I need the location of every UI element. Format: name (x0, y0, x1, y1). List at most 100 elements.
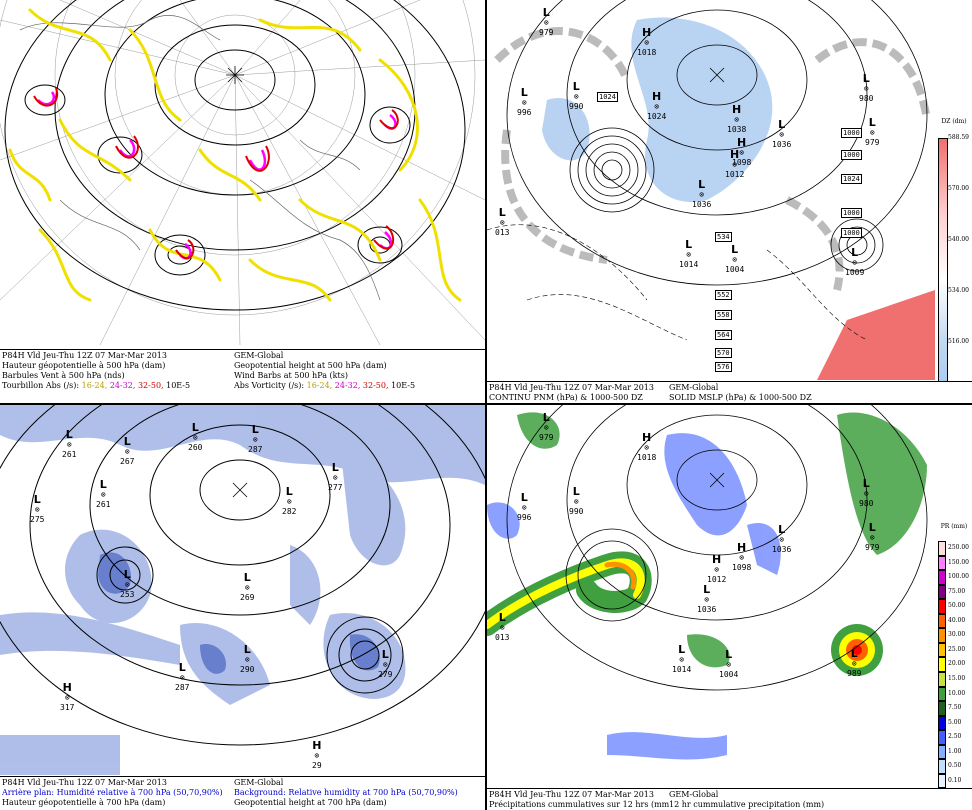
high-pressure-center: H ⊗ 1098 (732, 542, 751, 573)
colorbar-swatch (938, 570, 946, 585)
pressure-symbol: L (862, 72, 870, 85)
pressure-symbol: L (99, 478, 107, 491)
caption-valid-time: P84H Vld Jeu-Thu 12Z 07 Mar-Mar 2013 (2, 351, 167, 360)
pressure-symbol: L (33, 493, 41, 506)
horizontal-divider (0, 403, 972, 405)
pressure-symbol: H (652, 90, 662, 103)
high-pressure-center: H ⊗ 1098 (732, 137, 751, 168)
pressure-value: 979 (539, 28, 554, 37)
contour-label: 570 (715, 348, 732, 358)
caption-fr-humidity: Arrière plan: Humidité relative à 700 hP… (2, 788, 223, 797)
vort-range-1: 16-24, (81, 381, 108, 390)
center-marker-icon: ⊗ (573, 92, 579, 101)
pressure-symbol: L (243, 643, 251, 656)
pressure-value: 317 (60, 703, 75, 712)
pressure-symbol: L (123, 568, 131, 581)
contour-label: 1000 (841, 208, 862, 218)
center-marker-icon: ⊗ (863, 489, 869, 498)
contour-label: 1000 (841, 128, 862, 138)
colorbar-swatch (938, 672, 946, 687)
pressure-symbol: L (178, 661, 186, 674)
colorbar-label: 40.00 (948, 616, 966, 624)
pressure-symbol: L (251, 423, 259, 436)
humidity-map (0, 405, 485, 775)
colorbar-swatch (938, 686, 946, 702)
caption-valid-time: P84H Vld Jeu-Thu 12Z 07 Mar-Mar 2013 (489, 790, 654, 799)
caption-fr-vorticity: Tourbillon Abs (/s): (2, 381, 80, 390)
pressure-value: 261 (62, 450, 77, 459)
pressure-symbol: H (732, 103, 742, 116)
colorbar-swatch (938, 628, 946, 643)
panel-caption: P84H Vld Jeu-Thu 12Z 07 Mar-Mar 2013 GEM-… (0, 349, 485, 403)
vorticity-map (0, 0, 485, 346)
center-marker-icon: ⊗ (704, 595, 710, 604)
low-pressure-center: L ⊗ 1009 (845, 246, 864, 278)
center-marker-icon: ⊗ (314, 751, 320, 760)
colorbar-label: 5.00 (948, 718, 962, 726)
pressure-value: 1004 (719, 670, 739, 679)
caption-valid-time: P84H Vld Jeu-Thu 12Z 07 Mar-Mar 2013 (2, 778, 167, 787)
colorbar-title: DZ (dm) (941, 118, 967, 125)
center-marker-icon: ⊗ (521, 503, 527, 512)
low-pressure-center: L ⊗ 979 (539, 411, 553, 443)
colorbar-label: 7.50 (948, 704, 962, 712)
panel-precipitation: L ⊗ 979 H ⊗ 1018 L ⊗ 996 L ⊗ 990 L ⊗ 980 L ⊗ 979 L ⊗ 1036 H ⊗ 1… (487, 405, 972, 810)
caption-valid-time: P84H Vld Jeu-Thu 12Z 07 Mar-Mar 2013 (489, 383, 654, 392)
pressure-symbol: L (498, 611, 506, 624)
pressure-value: 1038 (727, 125, 747, 134)
center-marker-icon: ⊗ (644, 443, 650, 452)
low-pressure-center: L ⊗ 990 (569, 486, 583, 517)
colorbar-label: 1.00 (948, 747, 962, 755)
pressure-value: 1036 (772, 545, 792, 554)
caption-model: GEM-Global (234, 778, 284, 787)
center-marker-icon: ⊗ (573, 497, 579, 506)
low-pressure-center: L ⊗ 013 (495, 207, 509, 238)
low-pressure-center: L ⊗ 989 (847, 648, 861, 679)
high-pressure-center: H ⊗ 29 (312, 740, 322, 771)
center-marker-icon: ⊗ (739, 553, 745, 562)
colorbar-swatch (938, 759, 946, 774)
vertical-divider (485, 0, 487, 810)
low-pressure-center: L ⊗ 980 (859, 72, 873, 104)
contour-label: 534 (715, 232, 732, 242)
low-pressure-center: L ⊗ 290 (240, 643, 254, 675)
center-marker-icon: ⊗ (252, 435, 258, 444)
low-pressure-center: L ⊗ 979 (865, 116, 879, 148)
pressure-value: 277 (328, 483, 343, 492)
caption-en-field: 12 hr cummulative precipitation (mm) (669, 800, 825, 809)
low-pressure-center: L ⊗ 1036 (772, 524, 792, 555)
mslp-map (487, 0, 935, 380)
pressure-symbol: L (123, 435, 131, 448)
pressure-value: 275 (30, 515, 45, 524)
pressure-symbol: L (725, 648, 733, 661)
low-pressure-center: L ⊗ 277 (328, 462, 343, 493)
low-pressure-center: L ⊗ 1036 (772, 119, 791, 150)
center-marker-icon: ⊗ (863, 84, 869, 93)
caption-fr-field1: Hauteur géopotentielle à 500 hPa (dam) (2, 361, 166, 370)
contour-label: 558 (715, 310, 732, 320)
panel-caption: P84H Vld Jeu-Thu 12Z 07 Mar-Mar 2013 GEM-… (0, 776, 485, 810)
colorbar-label: 588.59 (948, 134, 969, 141)
low-pressure-center: L ⊗ 267 (120, 435, 134, 467)
low-pressure-center: L ⊗ 287 (248, 423, 262, 455)
pressure-value: 1012 (707, 575, 727, 584)
low-pressure-center: L ⊗ 990 (569, 81, 583, 112)
center-marker-icon: ⊗ (734, 115, 740, 124)
pressure-symbol: L (285, 485, 293, 498)
center-marker-icon: ⊗ (64, 693, 70, 702)
low-pressure-center: L ⊗ 1004 (725, 244, 745, 275)
center-marker-icon: ⊗ (714, 565, 720, 574)
center-marker-icon: ⊗ (382, 660, 388, 669)
center-marker-icon: ⊗ (852, 258, 858, 267)
contour-label: 564 (715, 330, 732, 340)
precip-colorbar: PR (mm) 250.00 150.00 100.00 75.00 50.00 40.0… (936, 523, 972, 807)
high-pressure-center: H ⊗ 1018 (637, 432, 656, 463)
pressure-symbol: L (868, 116, 876, 129)
caption-en-humidity: Background: Relative humidity at 700 hPa… (234, 788, 458, 797)
pressure-symbol: L (542, 411, 550, 424)
pressure-value: 1004 (725, 265, 745, 274)
pressure-value: 29 (312, 761, 322, 770)
pressure-symbol: L (685, 238, 693, 251)
center-marker-icon: ⊗ (100, 490, 106, 499)
pressure-symbol: L (851, 246, 859, 259)
